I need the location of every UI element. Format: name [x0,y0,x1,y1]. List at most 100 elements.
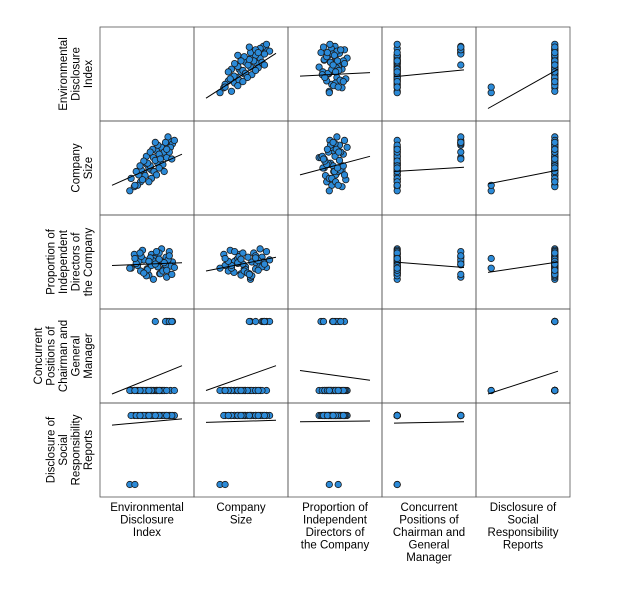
data-point [254,266,262,274]
cell-csr-vs-size [193,402,289,498]
data-point [254,48,262,57]
data-point [331,68,340,76]
cell-size-vs-dual [381,120,477,216]
x-label-size: Company Size [216,502,265,527]
data-point [231,248,239,256]
data-point [256,245,264,253]
cell-size-vs-ind [287,120,383,216]
data-point [393,57,401,65]
data-point [551,48,559,57]
data-point [329,138,337,146]
data-point [339,78,347,86]
data-point [136,249,144,257]
data-point [457,61,465,69]
cell-frame [287,214,383,310]
data-point [237,411,245,420]
fit-line [299,72,371,77]
fit-line [299,420,371,423]
cell-frame [193,120,289,216]
y-label-csr: Disclosure ofSocialResponsibilityReports [46,414,96,485]
cell-ind-vs-size [193,214,289,310]
data-point [239,78,247,86]
data-point [321,73,329,82]
data-point [393,254,401,263]
fit-line [393,421,465,424]
data-point [319,43,328,51]
data-point [163,411,171,420]
data-point [126,187,134,195]
data-point [340,59,349,68]
cell-size-vs-size [193,120,289,216]
variable-labels: Environmental Disclosure Index Company Size P… [33,37,559,564]
data-point [163,266,171,274]
data-point [323,48,331,57]
data-point [227,87,236,95]
data-point [254,411,262,420]
data-point [337,317,345,326]
data-point [170,263,178,272]
data-point [145,178,153,186]
data-point [393,83,401,91]
data-point [325,187,333,195]
data-point [457,138,465,146]
cell-dual-vs-csr [475,308,571,404]
data-point [138,176,147,184]
data-point [260,317,269,326]
data-point [262,40,271,48]
data-point [551,266,559,274]
data-point [168,270,176,278]
fit-line [205,52,277,99]
data-point [487,83,495,91]
fit-line [393,69,465,78]
fit-line [205,365,277,391]
data-point [457,260,465,268]
data-point [393,411,401,420]
data-point [551,386,559,395]
x-label-ind: Proportion of Independent Directors of the … [301,502,370,552]
data-point [165,252,173,260]
data-point [551,78,559,86]
data-point [393,181,401,189]
data-point [224,411,232,420]
data-point [340,171,349,179]
data-point [234,82,242,90]
data-point [155,255,163,263]
cell-size-vs-edi [99,120,195,216]
data-point [245,270,253,278]
data-point [252,66,260,75]
data-point [221,480,229,489]
data-point [243,73,251,82]
data-point [551,145,559,153]
cell-frame [99,26,195,122]
data-point [551,138,559,146]
data-point [326,40,334,48]
data-point [252,317,260,326]
data-point [131,181,139,189]
data-point [245,411,253,420]
data-point [252,254,260,262]
data-point [239,249,247,257]
data-point [254,386,262,395]
data-point [551,155,559,163]
data-point [161,138,170,146]
data-point [260,50,269,58]
data-point [136,411,144,420]
data-point [131,386,139,395]
y-label-dual: ConcurrentPositions ofChairman andGenera… [33,320,95,392]
cell-csr-vs-dual [381,402,477,498]
data-point [226,75,234,83]
data-point [163,386,171,395]
data-point [151,317,159,326]
fit-line [487,261,559,273]
data-point [551,317,559,326]
data-point [329,317,337,326]
data-point [335,148,343,156]
data-point [393,145,401,153]
cell-ind-vs-ind [287,214,383,310]
data-point [319,155,328,163]
cell-frame [381,308,477,404]
data-point [333,133,341,141]
data-point [319,317,328,326]
data-point [221,386,229,395]
